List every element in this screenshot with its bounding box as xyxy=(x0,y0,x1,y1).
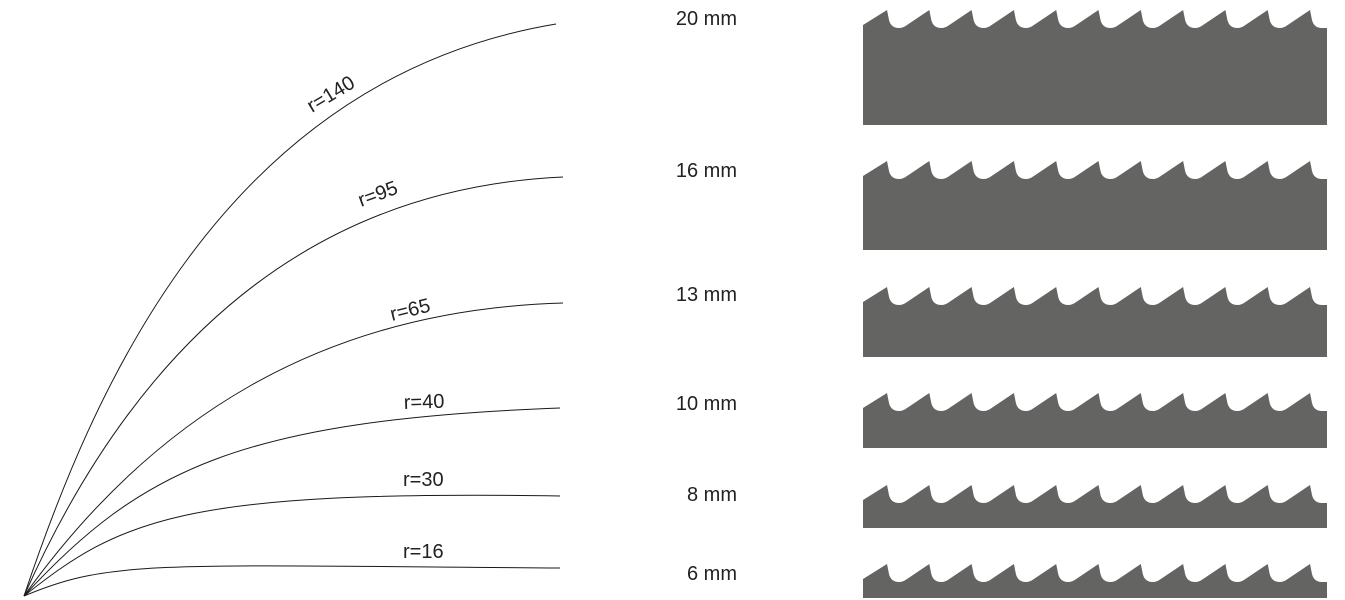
saw-blade-20mm xyxy=(863,10,1327,125)
blade-label-20mm: 20 mm xyxy=(676,8,737,30)
blade-label-10mm: 10 mm xyxy=(676,393,737,415)
blade-label-8mm: 8 mm xyxy=(687,484,737,506)
saw-blade-8mm xyxy=(863,485,1327,528)
radius-label-r140: r=140 xyxy=(303,72,359,117)
curve-r65 xyxy=(23,302,564,597)
radius-label-r65: r=65 xyxy=(388,295,433,326)
curve-r16 xyxy=(23,565,561,597)
radius-label-r30: r=30 xyxy=(403,469,444,491)
saw-blades xyxy=(863,10,1327,598)
blade-width-labels: 20 mm 16 mm 13 mm 10 mm 8 mm 6 mm xyxy=(676,8,737,585)
saw-blade-6mm xyxy=(863,564,1327,598)
saw-blade-10mm xyxy=(863,393,1327,448)
curve-r95 xyxy=(23,176,564,597)
radius-labels: r=140 r=95 r=65 r=40 r=30 r=16 xyxy=(303,72,444,563)
saw-blade-13mm xyxy=(863,287,1327,357)
curve-r30 xyxy=(23,494,561,597)
radius-label-r16: r=16 xyxy=(403,541,444,563)
blade-label-13mm: 13 mm xyxy=(676,284,737,306)
radius-curves xyxy=(23,23,564,597)
blade-label-6mm: 6 mm xyxy=(687,563,737,585)
radius-label-r95: r=95 xyxy=(355,177,401,212)
saw-blade-16mm xyxy=(863,161,1327,250)
curve-r140 xyxy=(23,23,557,597)
radius-label-r40: r=40 xyxy=(403,391,444,414)
curve-r40 xyxy=(23,407,561,597)
blade-label-16mm: 16 mm xyxy=(676,160,737,182)
